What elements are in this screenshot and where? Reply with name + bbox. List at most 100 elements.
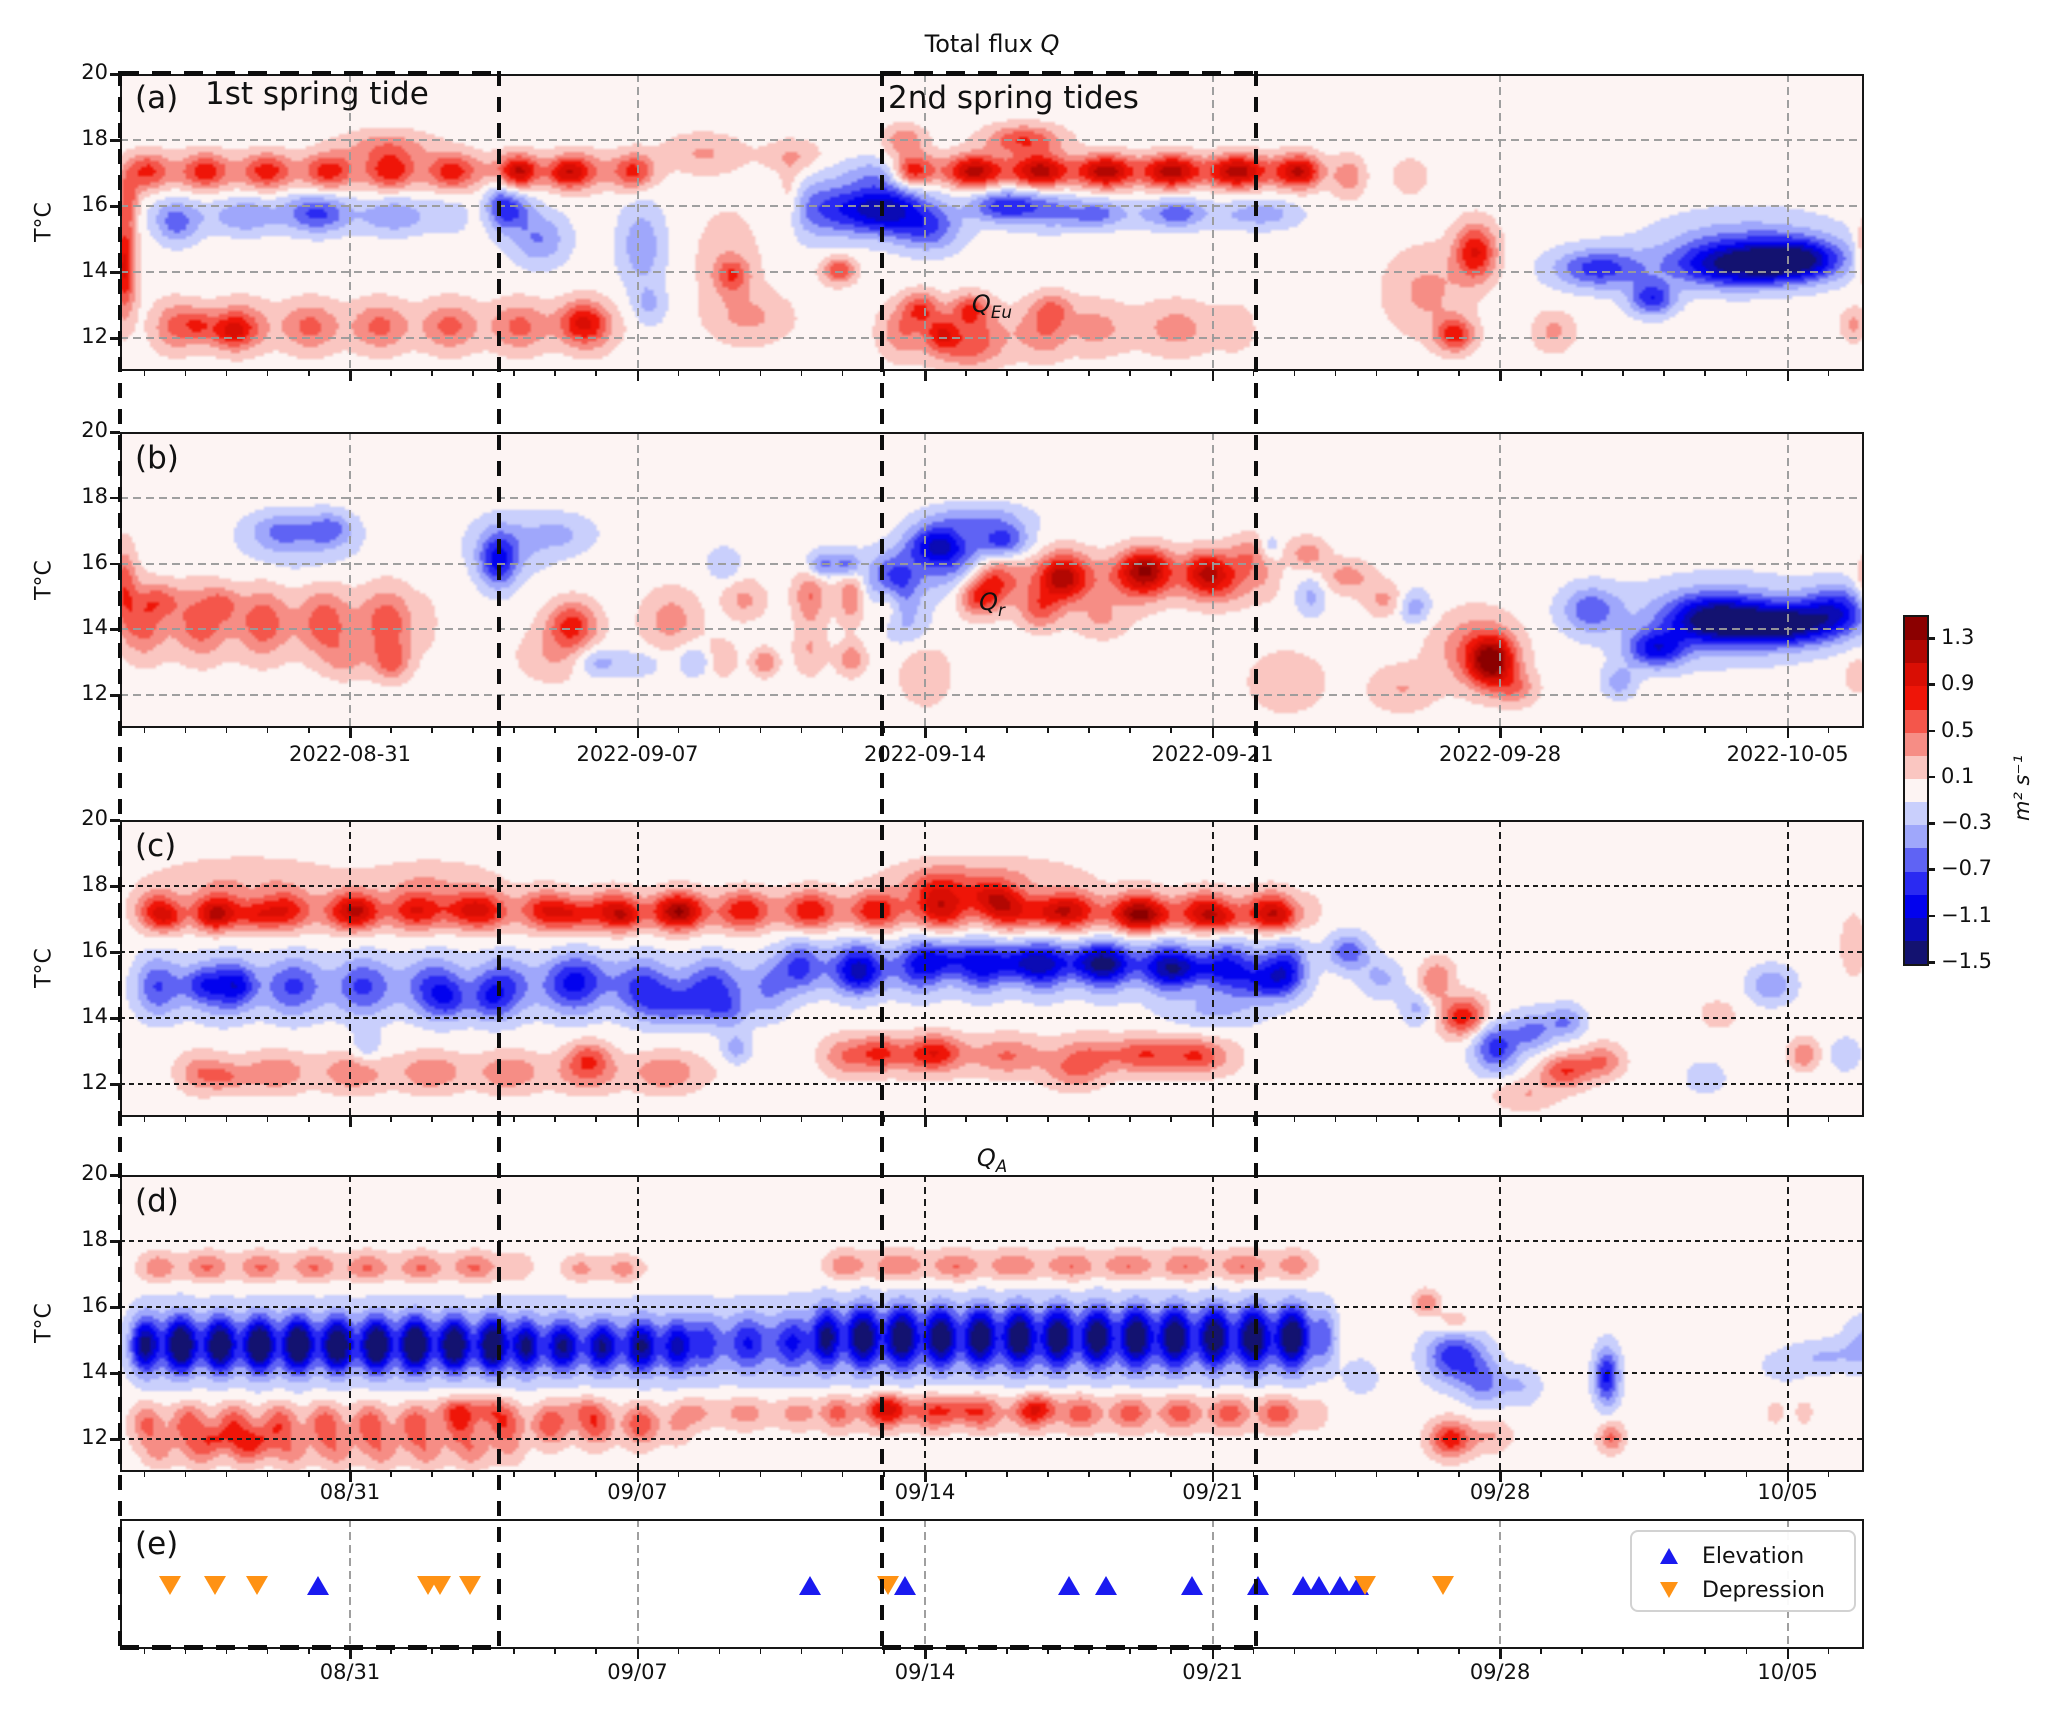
x-minor-tick bbox=[554, 728, 556, 733]
x-major-tick bbox=[924, 1649, 927, 1659]
gridline-v-day7 bbox=[636, 1519, 639, 1649]
y-tick-label: 16 bbox=[81, 549, 108, 574]
x-minor-tick bbox=[1293, 1472, 1296, 1477]
panel-b-ylabel: T°C bbox=[31, 560, 57, 600]
colorbar-segment bbox=[1905, 825, 1927, 849]
y-tick-label: 12 bbox=[81, 681, 108, 706]
x-minor-tick bbox=[718, 1117, 721, 1122]
x-minor-tick bbox=[1006, 1117, 1008, 1122]
colorbar-unit-label: m² s⁻¹ bbox=[2010, 755, 2034, 821]
panel-b bbox=[120, 432, 1864, 728]
gridline-h-14 bbox=[120, 1372, 1864, 1374]
x-minor-tick bbox=[266, 728, 269, 733]
x-minor-tick bbox=[1745, 728, 1748, 733]
x-major-tick bbox=[1499, 1472, 1502, 1482]
colorbar-tick bbox=[1927, 961, 1935, 964]
x-minor-tick bbox=[307, 1649, 310, 1654]
x-minor-tick bbox=[1745, 1117, 1748, 1122]
x-date-label-short: 09/14 bbox=[894, 1480, 956, 1504]
y-tick bbox=[110, 1372, 120, 1375]
x-minor-tick bbox=[759, 371, 762, 376]
x-major-tick bbox=[636, 371, 640, 381]
x-major-tick bbox=[1786, 1649, 1790, 1659]
panel-d-contour bbox=[120, 1175, 1864, 1472]
elevation-marker bbox=[1308, 1576, 1331, 1595]
x-minor-tick bbox=[1375, 728, 1378, 733]
panel-c-ylabel: T°C bbox=[31, 948, 57, 988]
elevation-marker bbox=[1328, 1576, 1351, 1595]
x-major-tick bbox=[1211, 1649, 1215, 1659]
x-minor-tick bbox=[1581, 728, 1583, 733]
x-major-tick bbox=[924, 728, 927, 738]
panel-c-title: Qr bbox=[979, 588, 1005, 620]
gridline-v-day35 bbox=[1786, 1175, 1789, 1472]
colorbar-tick bbox=[1927, 868, 1935, 871]
depression-marker bbox=[458, 1576, 481, 1595]
gridline-v-day7 bbox=[636, 74, 639, 371]
x-minor-tick bbox=[1047, 1472, 1049, 1477]
y-tick bbox=[110, 1083, 120, 1086]
x-minor-tick bbox=[759, 1649, 762, 1654]
elevation-marker bbox=[799, 1576, 822, 1595]
panel-a bbox=[120, 74, 1864, 371]
legend: Elevation Depression bbox=[1630, 1530, 1856, 1612]
x-date-label-short: 08/31 bbox=[319, 1660, 381, 1684]
colorbar-segment bbox=[1905, 617, 1927, 641]
x-date-label-short: 10/05 bbox=[1757, 1660, 1818, 1684]
y-tick-label: 12 bbox=[81, 1070, 108, 1094]
colorbar-segment bbox=[1905, 709, 1927, 733]
depression-marker bbox=[246, 1576, 269, 1595]
y-tick bbox=[110, 628, 120, 631]
x-minor-tick bbox=[1416, 371, 1419, 376]
x-minor-tick bbox=[472, 1472, 474, 1477]
x-minor-tick bbox=[225, 1649, 228, 1654]
gridline-h-18 bbox=[120, 1240, 1864, 1242]
x-minor-tick bbox=[1088, 371, 1090, 376]
x-date-label-short: 09/07 bbox=[607, 1660, 668, 1684]
gridline-v-day28 bbox=[1499, 432, 1502, 728]
x-minor-tick bbox=[225, 1472, 228, 1477]
depression-marker bbox=[1431, 1576, 1454, 1595]
colorbar-tick-label: 0.1 bbox=[1941, 763, 1975, 788]
x-date-label-short: 09/28 bbox=[1469, 1480, 1531, 1504]
gridline-h-18 bbox=[120, 885, 1864, 887]
x-minor-tick bbox=[513, 1472, 515, 1477]
x-minor-tick bbox=[266, 1117, 269, 1122]
colorbar-segment bbox=[1905, 640, 1927, 664]
panel-a-letter: (a) bbox=[135, 80, 179, 116]
x-minor-tick bbox=[1704, 371, 1707, 376]
y-tick bbox=[110, 205, 120, 208]
colorbar-tick-label: −0.3 bbox=[1941, 810, 1992, 835]
x-minor-tick bbox=[1088, 1649, 1090, 1654]
y-tick bbox=[110, 1306, 120, 1309]
panel-c-title-sub: r bbox=[997, 599, 1005, 620]
panel-d-ylabel: T°C bbox=[31, 1303, 57, 1343]
spring-tide-box-bottom bbox=[120, 1645, 500, 1650]
panel-d-title: QA bbox=[977, 1144, 1007, 1176]
y-tick-label: 14 bbox=[81, 615, 108, 640]
x-minor-tick bbox=[595, 728, 598, 733]
y-tick-label: 14 bbox=[81, 1004, 108, 1028]
elevation-marker bbox=[1181, 1576, 1204, 1595]
panel-a-title-math: Q bbox=[1040, 30, 1060, 58]
x-minor-tick bbox=[1170, 371, 1173, 376]
x-minor-tick bbox=[841, 371, 844, 376]
gridline-v-day14 bbox=[924, 820, 927, 1117]
x-minor-tick bbox=[677, 728, 680, 733]
y-tick bbox=[110, 951, 120, 954]
x-minor-tick bbox=[965, 1649, 967, 1654]
gridline-v-day14 bbox=[924, 1175, 927, 1472]
x-minor-tick bbox=[1416, 728, 1419, 733]
x-major-tick bbox=[349, 1472, 352, 1482]
y-tick-label: 16 bbox=[81, 1293, 108, 1317]
x-minor-tick bbox=[595, 1472, 598, 1477]
y-tick bbox=[110, 73, 120, 76]
x-minor-tick bbox=[472, 371, 474, 376]
x-minor-tick bbox=[1581, 1117, 1583, 1122]
gridline-v-day21 bbox=[1211, 74, 1214, 371]
colorbar-tick-label: 0.9 bbox=[1941, 671, 1975, 696]
gridline-v-day35 bbox=[1786, 74, 1789, 371]
x-major-tick bbox=[1786, 371, 1790, 381]
x-minor-tick bbox=[1088, 1117, 1090, 1122]
y-tick bbox=[110, 431, 120, 434]
